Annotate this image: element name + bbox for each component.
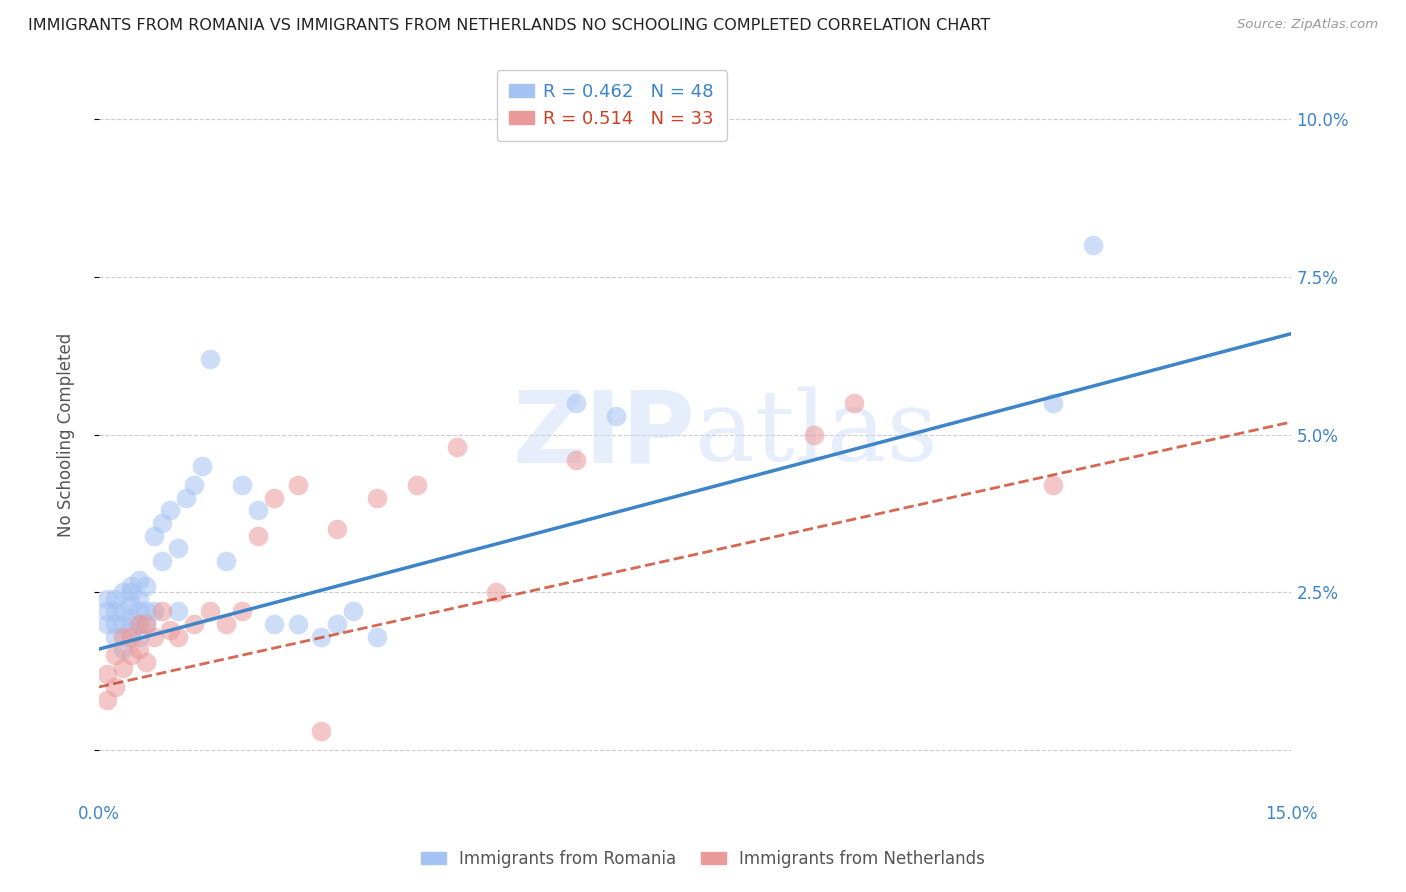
Text: IMMIGRANTS FROM ROMANIA VS IMMIGRANTS FROM NETHERLANDS NO SCHOOLING COMPLETED CO: IMMIGRANTS FROM ROMANIA VS IMMIGRANTS FR… <box>28 18 990 33</box>
Point <box>96 667 118 681</box>
Point <box>1042 478 1064 492</box>
Point <box>128 642 150 657</box>
Point <box>215 616 238 631</box>
Text: ZIP: ZIP <box>512 386 695 483</box>
Point <box>311 630 333 644</box>
Y-axis label: No Schooling Completed: No Schooling Completed <box>58 333 75 537</box>
Point <box>120 610 142 624</box>
Point <box>485 585 508 599</box>
Point <box>446 440 468 454</box>
Point <box>111 661 134 675</box>
Point <box>287 616 309 631</box>
Point <box>159 624 181 638</box>
Point <box>231 478 253 492</box>
Point <box>104 648 127 663</box>
Point <box>326 522 349 536</box>
Point <box>128 591 150 606</box>
Point <box>128 604 150 618</box>
Point <box>246 503 269 517</box>
Point <box>120 579 142 593</box>
Point <box>198 604 221 618</box>
Point <box>128 616 150 631</box>
Point <box>104 604 127 618</box>
Point <box>135 616 157 631</box>
Point <box>120 585 142 599</box>
Point <box>844 396 866 410</box>
Point <box>120 630 142 644</box>
Point <box>167 541 190 556</box>
Point <box>366 630 388 644</box>
Point <box>96 692 118 706</box>
Point <box>152 516 174 530</box>
Point <box>174 491 197 505</box>
Point <box>167 604 190 618</box>
Point <box>1042 396 1064 410</box>
Point <box>405 478 427 492</box>
Point <box>111 616 134 631</box>
Point <box>263 491 285 505</box>
Point <box>342 604 364 618</box>
Point <box>111 604 134 618</box>
Point <box>803 427 825 442</box>
Point <box>191 459 214 474</box>
Point <box>96 591 118 606</box>
Point <box>198 351 221 366</box>
Point <box>104 680 127 694</box>
Point <box>96 604 118 618</box>
Point <box>120 598 142 612</box>
Point <box>111 585 134 599</box>
Point <box>143 528 166 542</box>
Text: atlas: atlas <box>695 386 938 483</box>
Point <box>152 554 174 568</box>
Point <box>167 630 190 644</box>
Point <box>565 452 588 467</box>
Point <box>231 604 253 618</box>
Point <box>143 630 166 644</box>
Legend: Immigrants from Romania, Immigrants from Netherlands: Immigrants from Romania, Immigrants from… <box>413 844 993 875</box>
Point <box>143 604 166 618</box>
Point <box>104 630 127 644</box>
Point <box>159 503 181 517</box>
Point <box>565 396 588 410</box>
Text: Source: ZipAtlas.com: Source: ZipAtlas.com <box>1237 18 1378 31</box>
Point <box>135 616 157 631</box>
Point <box>215 554 238 568</box>
Point <box>111 642 134 657</box>
Point <box>128 616 150 631</box>
Point <box>111 630 134 644</box>
Point <box>1081 238 1104 252</box>
Point <box>366 491 388 505</box>
Point <box>605 409 627 423</box>
Point <box>263 616 285 631</box>
Legend: R = 0.462   N = 48, R = 0.514   N = 33: R = 0.462 N = 48, R = 0.514 N = 33 <box>496 70 727 141</box>
Point <box>104 616 127 631</box>
Point <box>135 655 157 669</box>
Point <box>326 616 349 631</box>
Point <box>135 579 157 593</box>
Point <box>287 478 309 492</box>
Point <box>311 724 333 739</box>
Point <box>246 528 269 542</box>
Point <box>128 630 150 644</box>
Point <box>128 573 150 587</box>
Point <box>183 478 205 492</box>
Point <box>120 648 142 663</box>
Point <box>104 591 127 606</box>
Point <box>152 604 174 618</box>
Point <box>135 604 157 618</box>
Point <box>120 624 142 638</box>
Point <box>183 616 205 631</box>
Point <box>96 616 118 631</box>
